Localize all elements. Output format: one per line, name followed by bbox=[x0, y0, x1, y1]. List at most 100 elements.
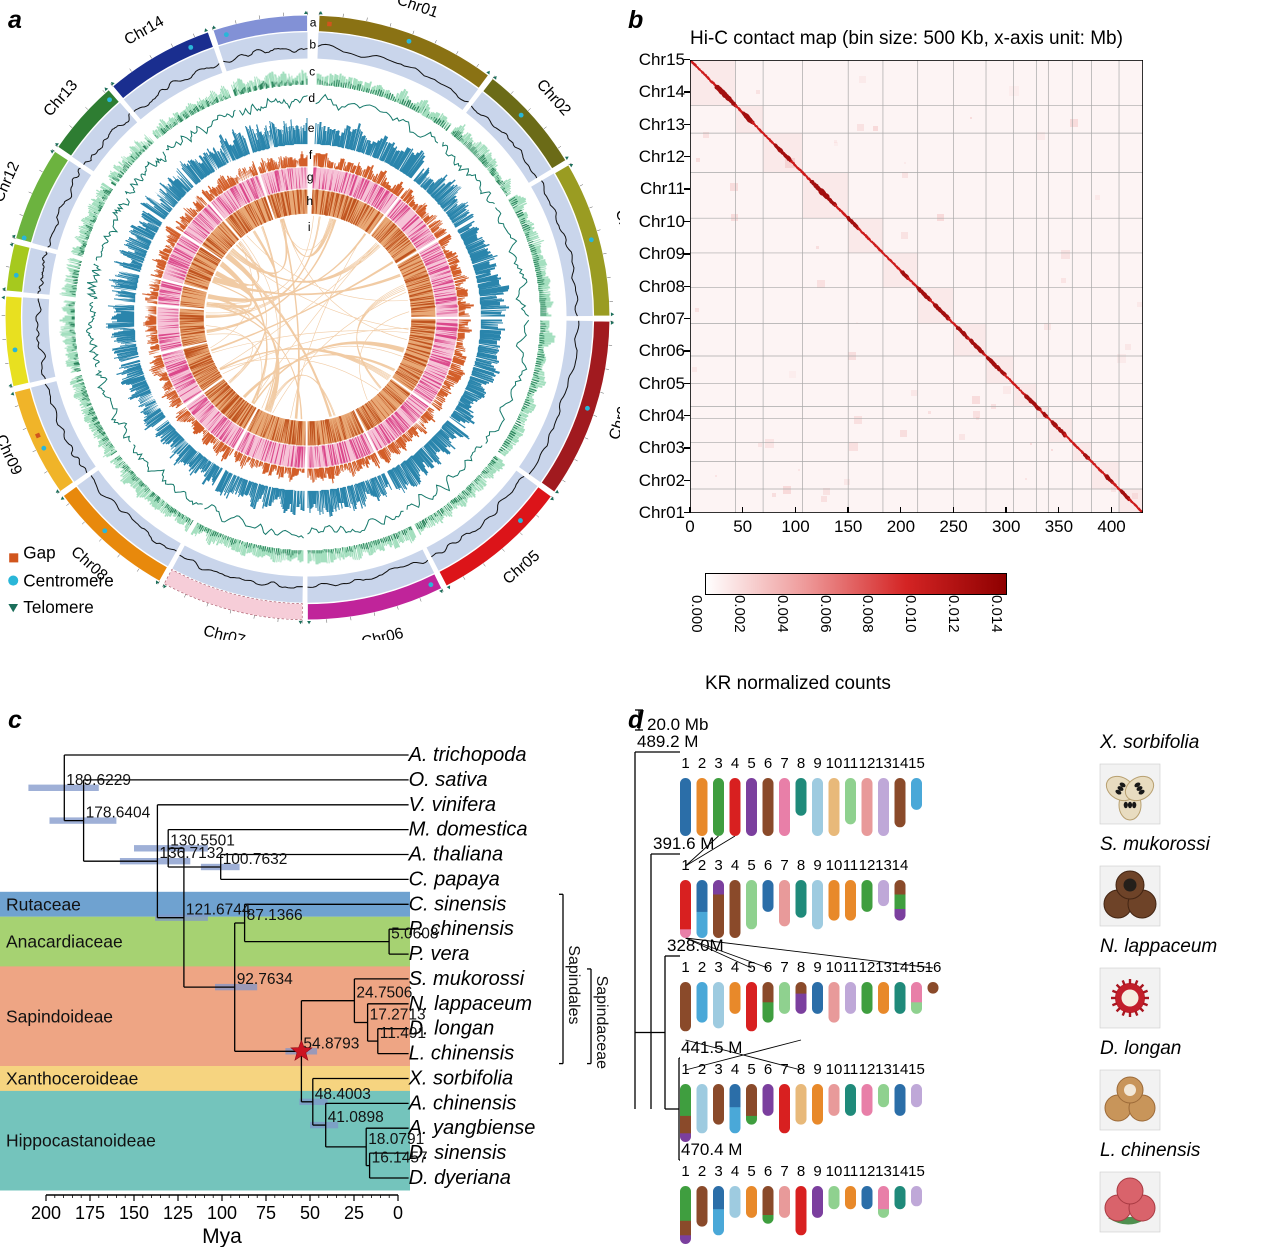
svg-text:13: 13 bbox=[875, 1163, 892, 1180]
svg-text:2: 2 bbox=[698, 1163, 706, 1180]
svg-text:3: 3 bbox=[714, 755, 722, 772]
svg-text:A. chinensis: A. chinensis bbox=[408, 1092, 517, 1114]
svg-text:6: 6 bbox=[764, 1061, 772, 1078]
svg-text:Centromere: Centromere bbox=[23, 571, 113, 591]
svg-text:2: 2 bbox=[698, 857, 706, 874]
svg-text:7: 7 bbox=[780, 1163, 788, 1180]
svg-text:100.7632: 100.7632 bbox=[223, 851, 288, 868]
svg-text:Sapindales: Sapindales bbox=[565, 945, 582, 1024]
svg-text:10: 10 bbox=[826, 755, 843, 772]
svg-text:14: 14 bbox=[892, 1163, 909, 1180]
svg-text:P. vera: P. vera bbox=[409, 943, 470, 965]
svg-text:7: 7 bbox=[780, 857, 788, 874]
svg-text:g: g bbox=[307, 170, 314, 184]
svg-text:Anacardiaceae: Anacardiaceae bbox=[6, 932, 123, 952]
svg-text:1: 1 bbox=[681, 959, 689, 976]
svg-text:C. sinensis: C. sinensis bbox=[409, 893, 507, 915]
svg-text:7: 7 bbox=[780, 755, 788, 772]
svg-text:5.0608: 5.0608 bbox=[391, 926, 438, 943]
svg-text:D. longan: D. longan bbox=[1100, 1038, 1181, 1059]
svg-text:11: 11 bbox=[843, 959, 859, 976]
svg-text:10: 10 bbox=[826, 1163, 843, 1180]
svg-text:17.2713: 17.2713 bbox=[370, 1007, 426, 1024]
svg-text:b: b bbox=[309, 38, 316, 52]
svg-text:A. trichopoda: A. trichopoda bbox=[408, 744, 527, 766]
svg-text:12: 12 bbox=[859, 1061, 876, 1078]
svg-text:15: 15 bbox=[908, 1163, 925, 1180]
svg-text:9: 9 bbox=[813, 755, 821, 772]
svg-text:8: 8 bbox=[797, 1163, 805, 1180]
svg-text:11: 11 bbox=[843, 857, 859, 874]
svg-text:10: 10 bbox=[826, 959, 843, 976]
svg-text:11.491: 11.491 bbox=[380, 1025, 426, 1042]
svg-text:5: 5 bbox=[747, 857, 755, 874]
svg-text:5: 5 bbox=[747, 1061, 755, 1078]
svg-text:12: 12 bbox=[859, 959, 876, 976]
svg-text:Mya: Mya bbox=[202, 1225, 242, 1247]
svg-text:150: 150 bbox=[119, 1203, 149, 1223]
svg-text:0: 0 bbox=[393, 1203, 403, 1223]
svg-text:41.0898: 41.0898 bbox=[328, 1109, 384, 1126]
svg-text:11: 11 bbox=[843, 755, 859, 772]
svg-text:L. chinensis: L. chinensis bbox=[409, 1043, 515, 1065]
svg-text:2: 2 bbox=[698, 755, 706, 772]
svg-text:Gap: Gap bbox=[23, 542, 55, 562]
svg-text:13: 13 bbox=[875, 959, 892, 976]
svg-text:1: 1 bbox=[681, 1163, 689, 1180]
svg-text:391.6 M: 391.6 M bbox=[653, 834, 714, 853]
svg-text:3: 3 bbox=[714, 1163, 722, 1180]
svg-text:X. sorbifolia: X. sorbifolia bbox=[1099, 732, 1199, 753]
svg-text:Hippocastanoideae: Hippocastanoideae bbox=[6, 1131, 156, 1151]
svg-text:2: 2 bbox=[698, 1061, 706, 1078]
svg-text:14: 14 bbox=[892, 857, 909, 874]
svg-text:54.8793: 54.8793 bbox=[303, 1035, 359, 1052]
svg-text:16.1457: 16.1457 bbox=[372, 1150, 428, 1167]
svg-text:5: 5 bbox=[747, 1163, 755, 1180]
svg-text:a: a bbox=[310, 15, 317, 29]
svg-text:13: 13 bbox=[875, 755, 892, 772]
svg-text:N. lappaceum: N. lappaceum bbox=[409, 993, 532, 1015]
svg-text:3: 3 bbox=[714, 857, 722, 874]
svg-text:V. vinifera: V. vinifera bbox=[409, 794, 496, 816]
svg-text:5: 5 bbox=[747, 755, 755, 772]
svg-text:11: 11 bbox=[843, 1163, 859, 1180]
svg-text:4: 4 bbox=[731, 1061, 739, 1078]
svg-text:8: 8 bbox=[797, 857, 805, 874]
svg-text:8: 8 bbox=[797, 755, 805, 772]
svg-text:Sapindaceae: Sapindaceae bbox=[593, 976, 610, 1070]
svg-text:c: c bbox=[309, 64, 315, 78]
svg-text:N. lappaceum: N. lappaceum bbox=[1100, 936, 1217, 957]
svg-text:48.4003: 48.4003 bbox=[315, 1086, 371, 1103]
svg-text:489.2 M: 489.2 M bbox=[637, 732, 698, 751]
svg-text:4: 4 bbox=[731, 1163, 739, 1180]
svg-text:470.4 M: 470.4 M bbox=[681, 1140, 742, 1159]
svg-text:200: 200 bbox=[31, 1203, 61, 1223]
svg-text:Sapindoideae: Sapindoideae bbox=[6, 1006, 113, 1026]
svg-text:C. papaya: C. papaya bbox=[409, 868, 500, 890]
svg-text:6: 6 bbox=[764, 959, 772, 976]
svg-text:S. mukorossi: S. mukorossi bbox=[409, 968, 525, 990]
svg-text:e: e bbox=[308, 121, 315, 135]
svg-text:14: 14 bbox=[892, 1061, 909, 1078]
svg-text:6: 6 bbox=[764, 857, 772, 874]
svg-text:13: 13 bbox=[875, 857, 892, 874]
svg-text:178.6404: 178.6404 bbox=[86, 805, 151, 822]
svg-text:d: d bbox=[308, 91, 315, 105]
svg-text:8: 8 bbox=[797, 959, 805, 976]
svg-text:12: 12 bbox=[859, 857, 876, 874]
svg-text:6: 6 bbox=[764, 755, 772, 772]
svg-text:1: 1 bbox=[681, 1061, 689, 1078]
svg-text:M. domestica: M. domestica bbox=[409, 819, 528, 841]
svg-text:7: 7 bbox=[780, 1061, 788, 1078]
svg-text:1: 1 bbox=[681, 755, 689, 772]
svg-text:14: 14 bbox=[892, 959, 909, 976]
svg-text:20.0 Mb: 20.0 Mb bbox=[647, 715, 708, 734]
svg-text:13: 13 bbox=[875, 1061, 892, 1078]
svg-text:75: 75 bbox=[256, 1203, 276, 1223]
svg-text:100: 100 bbox=[207, 1203, 237, 1223]
svg-text:136.7132: 136.7132 bbox=[159, 845, 224, 862]
svg-text:i: i bbox=[308, 220, 311, 234]
svg-text:12: 12 bbox=[859, 755, 876, 772]
svg-text:4: 4 bbox=[731, 959, 739, 976]
svg-text:11: 11 bbox=[843, 1061, 859, 1078]
